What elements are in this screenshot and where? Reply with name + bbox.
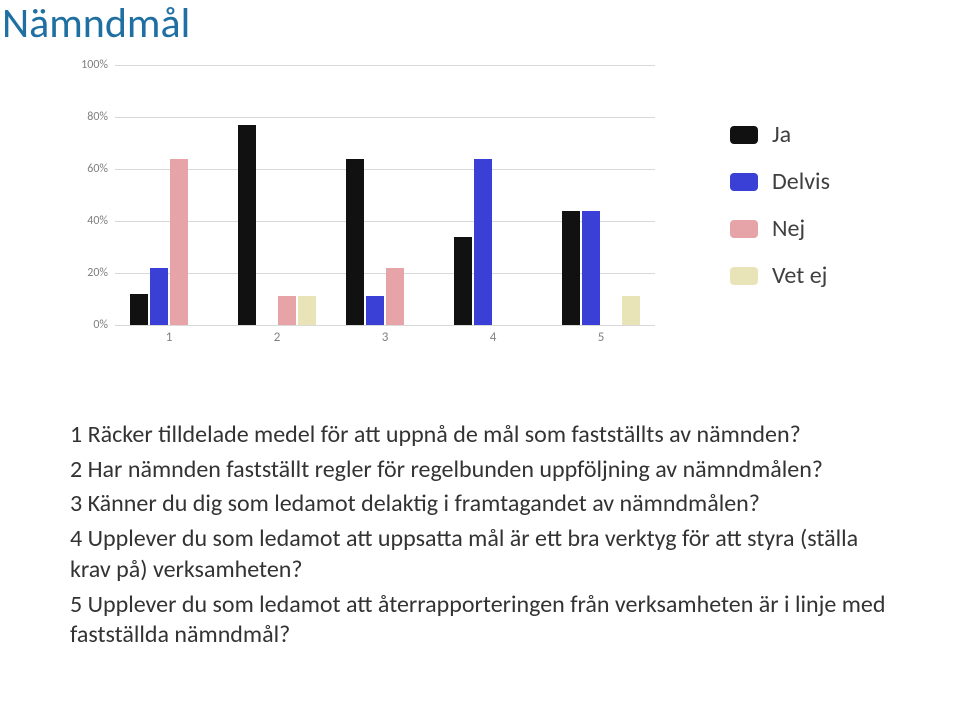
- y-tick-label: 40%: [70, 214, 108, 228]
- y-tick-label: 20%: [70, 266, 108, 280]
- x-tick-label: 5: [598, 330, 605, 345]
- plot-area: [115, 65, 655, 325]
- legend-label: Ja: [772, 120, 791, 149]
- gridline: [115, 117, 655, 118]
- legend-item: Ja: [730, 120, 930, 149]
- gridline: [115, 65, 655, 66]
- bar: [562, 211, 580, 325]
- question-item: 4 Upplever du som ledamot att uppsatta m…: [70, 524, 890, 585]
- bar: [278, 296, 296, 325]
- bar: [346, 159, 364, 325]
- legend-item: Vet ej: [730, 261, 930, 290]
- gridline: [115, 325, 655, 326]
- y-tick-label: 80%: [70, 110, 108, 124]
- legend-swatch: [730, 126, 758, 144]
- question-item: 3 Känner du dig som ledamot delaktig i f…: [70, 489, 890, 520]
- bar: [474, 159, 492, 325]
- legend: Ja Delvis Nej Vet ej: [730, 120, 930, 308]
- x-tick-label: 3: [382, 330, 389, 345]
- bar: [454, 237, 472, 325]
- legend-item: Delvis: [730, 167, 930, 196]
- page: Nämndmål 0% 20% 40% 60% 80% 100% 1 2 3 4 5 Ja Delvi…: [0, 0, 960, 706]
- x-tick-label: 1: [166, 330, 173, 345]
- legend-label: Delvis: [772, 167, 830, 196]
- question-item: 1 Räcker tilldelade medel för att uppnå …: [70, 420, 890, 451]
- bar: [622, 296, 640, 325]
- bar-chart: 0%20%40%60%80%100%12345: [70, 65, 660, 345]
- legend-label: Nej: [772, 214, 805, 243]
- y-tick-label: 0%: [70, 318, 108, 332]
- y-tick-label: 60%: [70, 162, 108, 176]
- legend-swatch: [730, 220, 758, 238]
- gridline: [115, 169, 655, 170]
- legend-item: Nej: [730, 214, 930, 243]
- page-title: Nämndmål: [2, 0, 190, 49]
- bar: [582, 211, 600, 325]
- legend-label: Vet ej: [772, 261, 827, 290]
- bar: [130, 294, 148, 325]
- question-item: 2 Har nämnden fastställt regler för rege…: [70, 455, 890, 486]
- legend-swatch: [730, 173, 758, 191]
- question-list: 1 Räcker tilldelade medel för att uppnå …: [70, 420, 890, 655]
- bar: [386, 268, 404, 325]
- bar: [366, 296, 384, 325]
- y-tick-label: 100%: [70, 58, 108, 72]
- bar: [238, 125, 256, 325]
- bar: [298, 296, 316, 325]
- x-tick-label: 4: [490, 330, 497, 345]
- x-tick-label: 2: [274, 330, 281, 345]
- legend-swatch: [730, 267, 758, 285]
- bar: [150, 268, 168, 325]
- question-item: 5 Upplever du som ledamot att återrappor…: [70, 590, 890, 651]
- bar: [170, 159, 188, 325]
